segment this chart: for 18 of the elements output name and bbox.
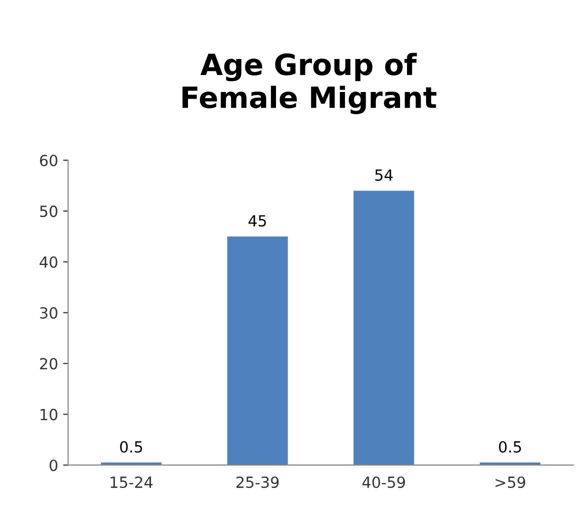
bar xyxy=(354,190,414,466)
y-tick-label: 20 xyxy=(40,358,58,370)
chart-title: Age Group of Female Migrant xyxy=(182,52,436,114)
y-tick-label: 30 xyxy=(40,307,58,319)
data-label: 54 xyxy=(375,169,393,181)
y-tick-label: 40 xyxy=(40,256,58,268)
data-label: 45 xyxy=(248,215,266,227)
y-tick-label: 0 xyxy=(50,460,58,472)
x-tick-label: >59 xyxy=(496,476,526,488)
bar xyxy=(227,236,288,466)
x-tick-label: 40-59 xyxy=(362,476,405,488)
y-tick-label: 10 xyxy=(40,408,58,420)
y-tick-label: 50 xyxy=(40,206,58,218)
x-tick-label: 15-24 xyxy=(110,476,153,488)
x-tick-label: 25-39 xyxy=(236,476,279,488)
data-label: 0.5 xyxy=(498,441,521,453)
y-tick-label: 60 xyxy=(40,154,58,166)
data-label: 0.5 xyxy=(120,441,142,453)
